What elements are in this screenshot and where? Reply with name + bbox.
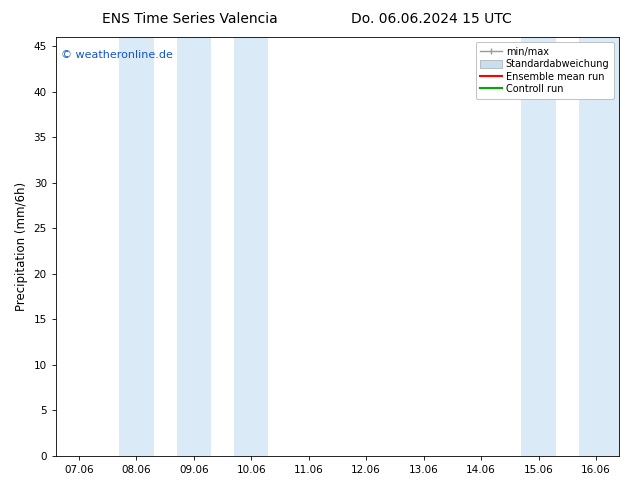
Text: © weatheronline.de: © weatheronline.de [61,49,173,60]
Legend: min/max, Standardabweichung, Ensemble mean run, Controll run: min/max, Standardabweichung, Ensemble me… [476,42,614,99]
Bar [119,37,153,456]
Bar [521,37,556,456]
Text: ENS Time Series Valencia: ENS Time Series Valencia [102,12,278,26]
Text: Do. 06.06.2024 15 UTC: Do. 06.06.2024 15 UTC [351,12,512,26]
Y-axis label: Precipitation (mm/6h): Precipitation (mm/6h) [15,182,28,311]
Bar [579,37,619,456]
Bar [234,37,268,456]
Bar [176,37,211,456]
